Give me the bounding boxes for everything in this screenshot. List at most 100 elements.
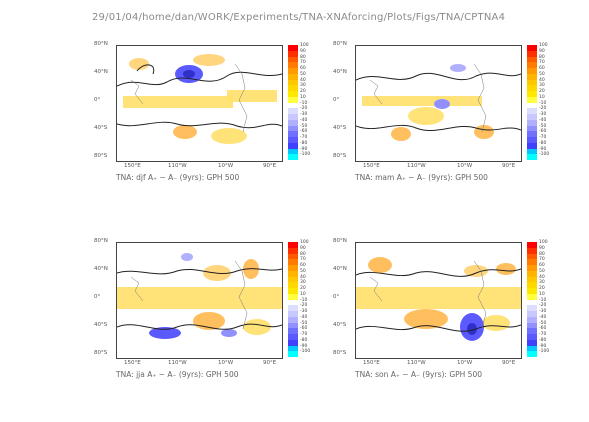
colorbar-label: -70 bbox=[539, 135, 547, 140]
colorbar-label: 90 bbox=[300, 245, 306, 251]
lon-label: 110°W bbox=[168, 360, 187, 366]
coastlines bbox=[369, 260, 487, 330]
lat-label: 40°N bbox=[333, 266, 347, 272]
colorbar-label: 20 bbox=[539, 286, 545, 291]
colorbar-label: 50 bbox=[539, 268, 545, 274]
lon-label: 10°W bbox=[457, 163, 473, 169]
colorbar-swatch bbox=[527, 242, 537, 248]
panel-jja: 80°N 40°N 0° 40°S 80°S 150°E 110°W 10°W … bbox=[88, 232, 348, 422]
colorbar-swatch bbox=[527, 259, 537, 265]
colorbar bbox=[527, 45, 537, 160]
colorbar-swatch bbox=[288, 265, 298, 271]
colorbar-swatch bbox=[288, 125, 298, 132]
panel-title: TNA: mam A₊ − A₋ (9yrs): GPH 500 bbox=[355, 173, 488, 182]
panel-title: TNA: jja A₊ − A₋ (9yrs): GPH 500 bbox=[116, 370, 239, 379]
colorbar-label: 60 bbox=[300, 263, 306, 268]
colorbar-swatch bbox=[288, 56, 298, 63]
colorbar-swatch bbox=[288, 345, 298, 352]
colorbar-label: -10 bbox=[300, 100, 308, 106]
colorbar-swatch bbox=[527, 102, 537, 109]
colorbar-label: -40 bbox=[300, 117, 308, 123]
colorbar-label: -50 bbox=[300, 123, 308, 129]
colorbar-swatch bbox=[288, 316, 298, 323]
colorbar-label: -10 bbox=[300, 297, 308, 303]
map-plot bbox=[116, 242, 283, 359]
colorbar-swatch bbox=[527, 282, 537, 288]
contour-lines bbox=[356, 72, 521, 132]
contour-lines bbox=[117, 268, 282, 330]
colorbar-swatch bbox=[527, 142, 537, 149]
lon-label: 110°W bbox=[407, 360, 426, 366]
colorbar-label: 10 bbox=[300, 94, 306, 100]
lon-label: 110°W bbox=[407, 163, 426, 169]
lon-label: 90°E bbox=[263, 360, 277, 366]
colorbar-label: 50 bbox=[300, 268, 306, 274]
colorbar-swatch bbox=[527, 253, 537, 260]
colorbar-label: 10 bbox=[300, 291, 306, 297]
colorbar bbox=[288, 242, 298, 357]
colorbar-label: 70 bbox=[300, 257, 306, 263]
lat-label: 0° bbox=[333, 294, 340, 300]
anomaly-fill-blue bbox=[175, 65, 203, 83]
colorbar-label: 10 bbox=[539, 94, 545, 100]
panel-title: TNA: djf A₊ − A₋ (9yrs): GPH 500 bbox=[116, 173, 240, 182]
colorbar-label: -60 bbox=[300, 129, 308, 135]
colorbar-label: -40 bbox=[300, 314, 308, 320]
colorbar-swatch bbox=[288, 305, 298, 311]
colorbar-swatch bbox=[527, 288, 537, 294]
colorbar-swatch bbox=[288, 154, 298, 160]
colorbar-labels: 100 90 80 70 60 50 40 30 20 10 -10 -20 -30 -40 -50 -60-… bbox=[300, 240, 310, 355]
coastlines bbox=[130, 260, 248, 330]
colorbar-label: 50 bbox=[539, 71, 545, 77]
figure-path-header: 29/01/04/home/dan/WORK/Experiments/TNA-X… bbox=[92, 12, 506, 23]
colorbar-swatch bbox=[527, 345, 537, 352]
anomaly-fill-yellow bbox=[362, 96, 494, 141]
anomaly-fill-blue bbox=[149, 253, 237, 339]
colorbar-swatch bbox=[527, 79, 537, 86]
colorbar-swatch bbox=[288, 62, 298, 68]
colorbar-swatch bbox=[527, 96, 537, 103]
colorbar-swatch bbox=[288, 50, 298, 57]
colorbar-label: 20 bbox=[539, 89, 545, 94]
colorbar-labels: 100 90 80 70 60 50 40 30 20 10 -10 -20 -30 -40 -50 -60-… bbox=[539, 43, 549, 158]
colorbar-label: -60 bbox=[539, 129, 547, 135]
map-plot bbox=[355, 45, 522, 162]
colorbar-label: 30 bbox=[539, 83, 545, 89]
colorbar-swatch bbox=[527, 351, 537, 357]
colorbar-label: -100 bbox=[539, 349, 550, 355]
lat-label: 40°S bbox=[333, 322, 347, 328]
lat-label: 40°N bbox=[94, 69, 108, 75]
contour-lines bbox=[117, 64, 282, 129]
colorbar-label: -90 bbox=[539, 343, 547, 349]
colorbar-label: 20 bbox=[300, 286, 306, 291]
colorbar-swatch bbox=[288, 91, 298, 97]
colorbar-label: -100 bbox=[539, 152, 550, 158]
lat-label: 40°S bbox=[94, 322, 108, 328]
lon-label: 110°W bbox=[168, 163, 187, 169]
colorbar-label: -80 bbox=[300, 140, 308, 146]
colorbar-label: 60 bbox=[539, 263, 545, 268]
anomaly-fill-yellow bbox=[117, 259, 282, 335]
contour-lines bbox=[356, 268, 521, 332]
colorbar-label: -30 bbox=[300, 309, 308, 314]
colorbar-label: 80 bbox=[300, 54, 306, 60]
colorbar-label: 40 bbox=[300, 274, 306, 280]
colorbar-label: 80 bbox=[300, 251, 306, 257]
colorbar-label: -50 bbox=[539, 123, 547, 129]
colorbar-swatch bbox=[527, 50, 537, 57]
colorbar-swatch bbox=[527, 45, 537, 51]
colorbar-label: 80 bbox=[539, 54, 545, 60]
colorbar-label: 100 bbox=[539, 43, 548, 48]
anomaly-fill-yellow bbox=[123, 54, 277, 144]
lat-label: 40°N bbox=[94, 266, 108, 272]
colorbar-swatch bbox=[527, 339, 537, 346]
colorbar-label: -20 bbox=[300, 303, 308, 309]
colorbar-swatch bbox=[288, 334, 298, 340]
colorbar-label: 80 bbox=[539, 251, 545, 257]
colorbar-swatch bbox=[288, 322, 298, 329]
map-plot bbox=[116, 45, 283, 162]
colorbar-swatch bbox=[527, 85, 537, 91]
colorbar-swatch bbox=[288, 259, 298, 265]
lat-label: 80°S bbox=[94, 350, 108, 356]
colorbar-label: -80 bbox=[539, 140, 547, 146]
